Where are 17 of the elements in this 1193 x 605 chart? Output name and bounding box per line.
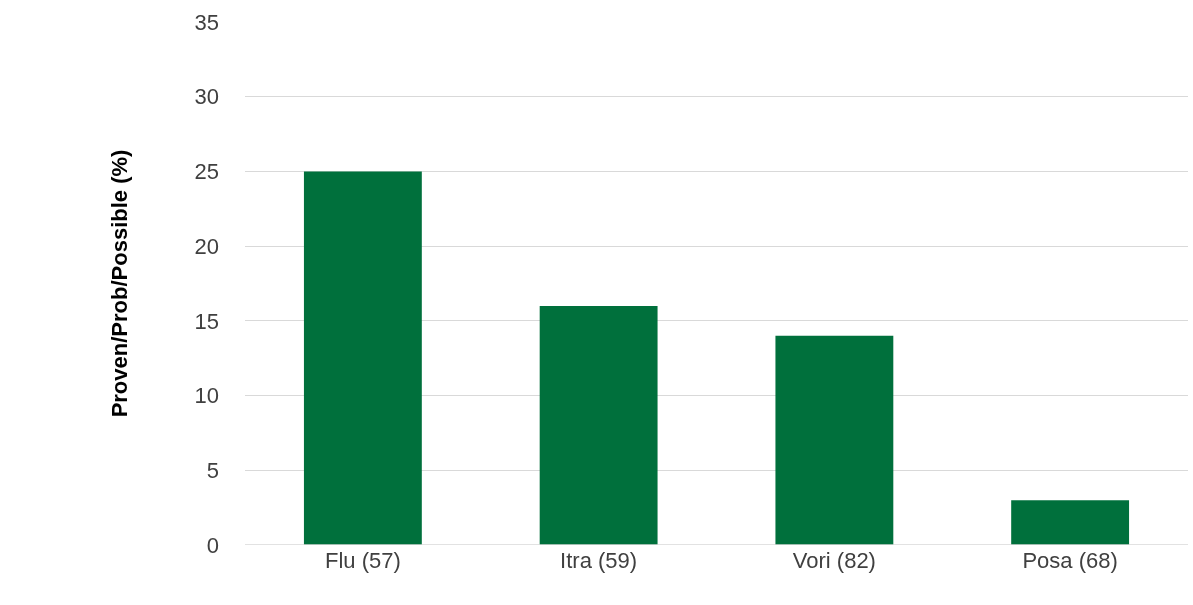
bar [539, 305, 658, 545]
bar [303, 171, 422, 545]
x-tick-label: Flu (57) [324, 548, 401, 573]
y-tick-label: 5 [206, 457, 219, 483]
y-axis-title: Proven/Prob/Possible (%) [107, 149, 133, 418]
x-tick-label: Itra (59) [560, 548, 638, 573]
bar [775, 335, 894, 545]
bar [1011, 500, 1130, 545]
y-tick-label: 25 [194, 159, 219, 185]
x-tick-label: Posa (68) [1022, 548, 1118, 573]
y-tick-label: 30 [194, 84, 219, 110]
y-tick-label: 35 [194, 9, 219, 35]
x-tick-label: Vori (82) [792, 548, 876, 573]
y-tick-label: 20 [194, 233, 219, 259]
y-tick-label: 10 [194, 383, 219, 409]
y-tick-label: 15 [194, 308, 219, 334]
y-tick-label: 0 [206, 532, 219, 558]
